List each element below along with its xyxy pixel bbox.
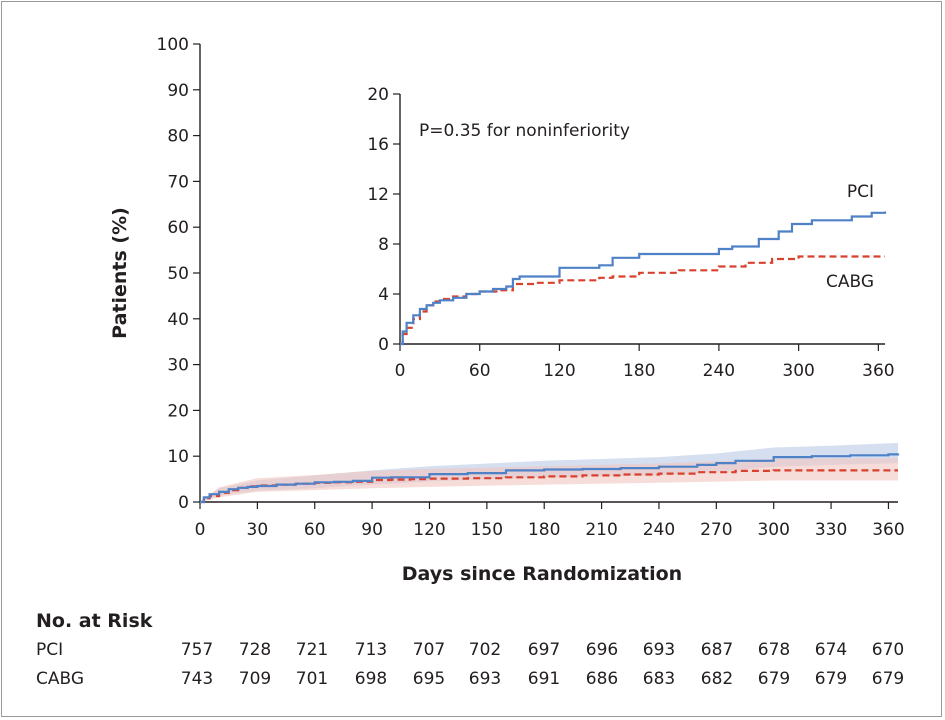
inset-series-line-cabg: [400, 255, 885, 346]
inset-x-tick-label: 120: [543, 361, 575, 381]
inset-x-tick-label: 360: [862, 361, 894, 381]
risk-value-cabg: 679: [872, 669, 904, 689]
y-axis-title: Patients (%): [109, 207, 131, 339]
x-axis-title: Days since Randomization: [402, 563, 682, 585]
risk-value-pci: 728: [239, 640, 271, 660]
inset-x-tick-label: 180: [623, 361, 655, 381]
main-y-tick-label: 50: [167, 264, 189, 284]
main-x-tick-label: 0: [195, 520, 206, 540]
risk-value-cabg: 682: [701, 669, 733, 689]
main-series-line-pci: [200, 453, 900, 504]
main-y-tick-label: 20: [167, 401, 189, 421]
inset-y-tick-label: 8: [378, 235, 389, 255]
inset-y-tick-label: 16: [367, 135, 389, 155]
risk-value-pci: 702: [469, 640, 501, 660]
main-x-tick-label: 240: [643, 520, 675, 540]
main-x-tick-label: 330: [815, 520, 847, 540]
main-y-tick-label: 30: [167, 356, 189, 376]
inset-series-line-pci: [400, 211, 887, 346]
inset-x-tick-label: 240: [703, 361, 735, 381]
risk-value-pci: 678: [758, 640, 790, 660]
main-x-tick-label: 300: [757, 520, 789, 540]
risk-value-cabg: 701: [296, 669, 328, 689]
risk-value-pci: 674: [815, 640, 847, 660]
main-y-tick-label: 0: [178, 493, 189, 513]
risk-value-cabg: 679: [758, 669, 790, 689]
risk-value-pci: 693: [643, 640, 675, 660]
inset-x-tick-label: 300: [782, 361, 814, 381]
risk-value-cabg: 686: [586, 669, 618, 689]
main-y-tick-label: 40: [167, 310, 189, 330]
risk-value-pci: 713: [355, 640, 387, 660]
risk-value-pci: 707: [413, 640, 445, 660]
main-y-tick-label: 90: [167, 81, 189, 101]
series-label-pci: PCI: [847, 182, 874, 202]
risk-row-label: PCI: [36, 640, 63, 660]
risk-value-cabg: 683: [643, 669, 675, 689]
main-x-tick-label: 210: [585, 520, 617, 540]
risk-table-title: No. at Risk: [36, 610, 153, 632]
risk-value-cabg: 679: [815, 669, 847, 689]
risk-value-pci: 696: [586, 640, 618, 660]
main-x-tick-label: 180: [528, 520, 560, 540]
confidence-band-cabg: [200, 458, 898, 502]
risk-value-cabg: 743: [181, 669, 213, 689]
inset-y-tick-label: 12: [367, 185, 389, 205]
main-y-tick-label: 70: [167, 172, 189, 192]
main-x-tick-label: 90: [361, 520, 383, 540]
series-label-cabg: CABG: [826, 272, 874, 292]
inset-y-tick-label: 0: [378, 335, 389, 355]
main-x-tick-label: 120: [413, 520, 445, 540]
inset-y-tick-label: 20: [367, 85, 389, 105]
main-y-tick-label: 10: [167, 447, 189, 467]
main-x-tick-label: 30: [247, 520, 269, 540]
risk-value-pci: 757: [181, 640, 213, 660]
main-y-tick-label: 80: [167, 127, 189, 147]
inset-x-tick-label: 0: [395, 361, 406, 381]
risk-value-cabg: 709: [239, 669, 271, 689]
risk-row-label: CABG: [36, 669, 84, 689]
inset-x-tick-label: 60: [469, 361, 491, 381]
risk-value-pci: 670: [872, 640, 904, 660]
main-y-tick-label: 60: [167, 218, 189, 238]
p-value-annotation: P=0.35 for noninferiority: [419, 121, 630, 141]
main-x-tick-label: 360: [872, 520, 904, 540]
risk-value-cabg: 693: [469, 669, 501, 689]
risk-value-cabg: 698: [355, 669, 387, 689]
main-x-tick-label: 270: [700, 520, 732, 540]
risk-value-pci: 721: [296, 640, 328, 660]
main-x-tick-label: 60: [304, 520, 326, 540]
main-x-tick-label: 150: [471, 520, 503, 540]
risk-value-pci: 697: [528, 640, 560, 660]
risk-value-cabg: 695: [413, 669, 445, 689]
risk-value-pci: 687: [701, 640, 733, 660]
inset-y-tick-label: 4: [378, 285, 389, 305]
main-y-tick-label: 100: [157, 35, 189, 55]
risk-value-cabg: 691: [528, 669, 560, 689]
